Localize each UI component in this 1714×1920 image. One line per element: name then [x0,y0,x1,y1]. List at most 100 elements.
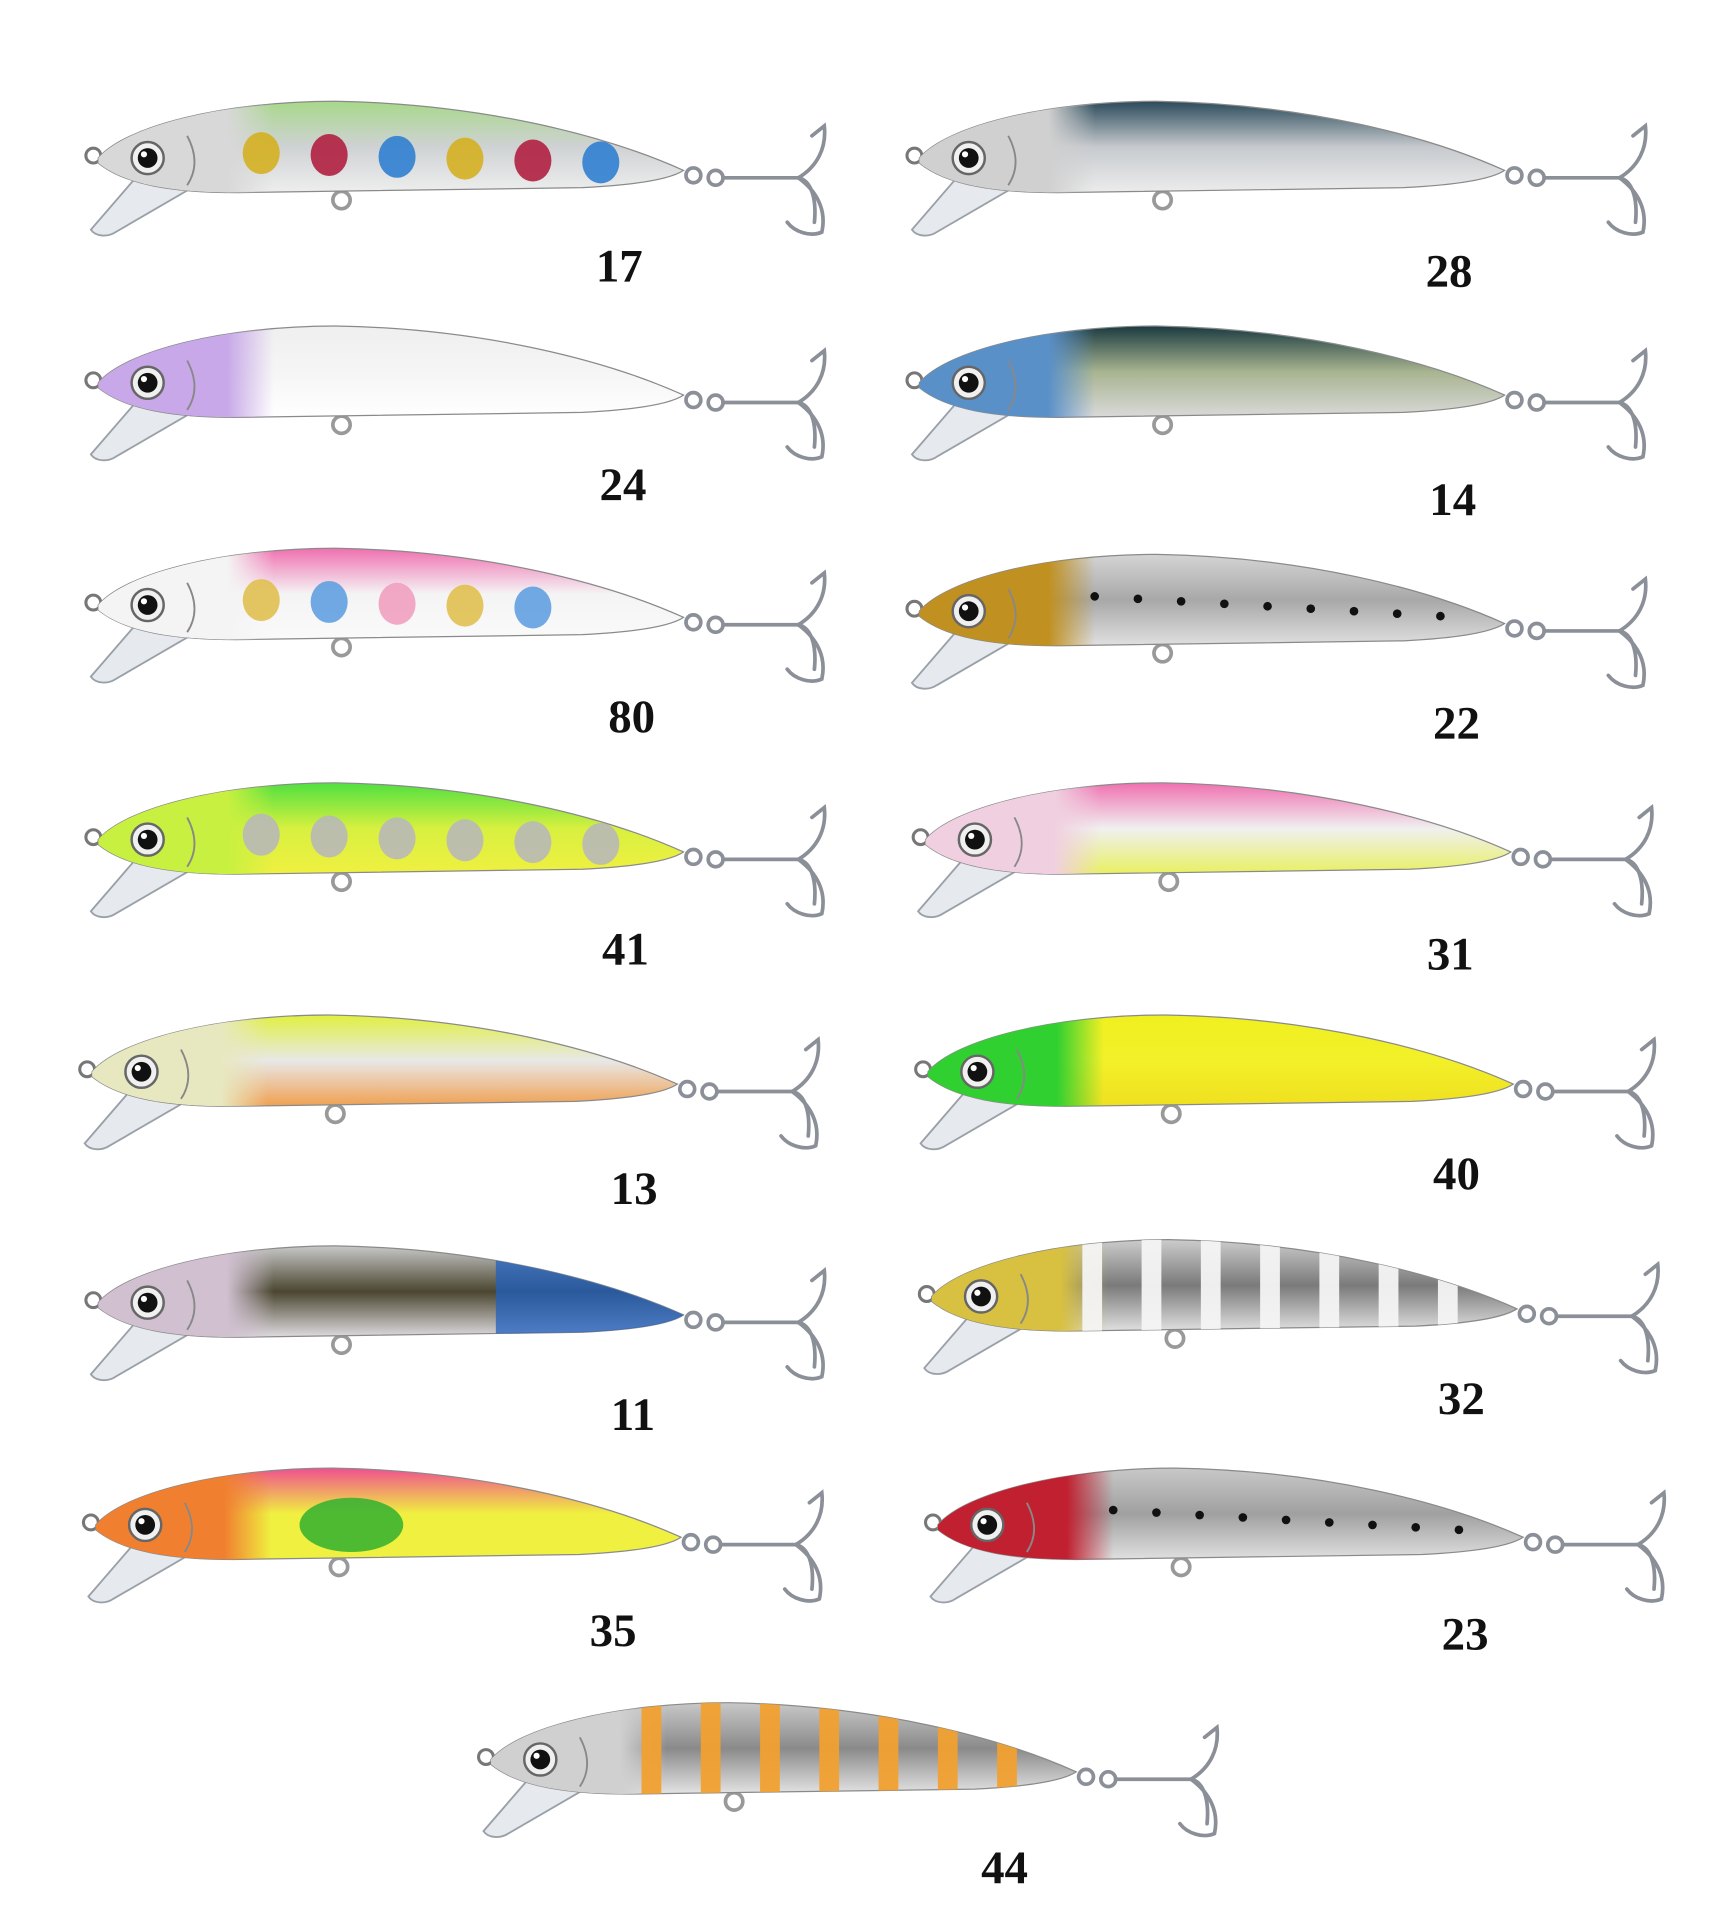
spot [310,133,348,176]
lure-44 [477,1702,1220,1838]
belly-hook-eye [331,871,352,893]
lure-number-label: 80 [608,691,655,743]
lure-number-label: 11 [611,1389,655,1441]
spot [446,819,484,862]
lip [919,1088,1025,1151]
belly-hook-eye [331,1334,352,1356]
lure-14 [905,325,1648,462]
dot [1306,604,1316,614]
spot [514,821,552,864]
lure-22 [905,553,1648,690]
spot [446,584,484,627]
spot [378,582,416,625]
spot [310,580,348,623]
lure-41 [84,782,827,919]
lure-number-label: 28 [1426,245,1473,297]
stripe [1378,1239,1399,1332]
belly-hook-eye [331,636,352,658]
stripe [1319,1239,1340,1332]
treble-hook-icon [684,803,827,918]
belly-hook-eye [331,189,352,211]
spot [378,135,416,178]
dot [1220,599,1229,609]
belly-hook-eye [1152,189,1174,211]
dot [1090,592,1100,601]
stripe [641,1702,662,1795]
lip [929,1541,1035,1604]
stripe [700,1702,721,1795]
lip [910,399,1016,462]
stripe [878,1702,899,1795]
dot [1133,594,1143,604]
lure-number-label: 40 [1433,1148,1480,1200]
treble-hook-icon [1511,803,1654,918]
lure-number-label: 31 [1427,928,1474,980]
dot [1436,611,1445,621]
lure-32 [917,1239,1660,1375]
lure-11 [84,1245,827,1382]
lure-number-label: 44 [981,1842,1028,1894]
lip [83,1088,189,1151]
lip [916,855,1022,919]
lure-number-label: 35 [590,1605,637,1657]
treble-hook-icon [1505,575,1648,690]
stripe [1437,1239,1458,1332]
lure-31 [911,782,1654,919]
lip [923,1312,1029,1375]
lip [87,1541,193,1604]
lure-number-label: 41 [602,923,649,975]
lip [910,627,1016,690]
lip [89,399,195,462]
treble-hook-icon [684,122,827,236]
lure-number-label: 24 [600,459,647,511]
lure-number-label: 13 [611,1163,658,1215]
lip [482,1775,588,1838]
treble-hook-icon [684,1266,827,1381]
spot [242,579,280,622]
lure-17 [84,100,827,237]
spot [582,822,620,865]
stripe [819,1702,840,1795]
dot [1411,1523,1421,1532]
dot [1349,606,1359,616]
spot [446,137,484,180]
dot [1108,1505,1118,1515]
lip [89,621,195,684]
dot [1454,1525,1464,1535]
lip [89,174,195,237]
dot [1368,1520,1377,1530]
lip [89,1318,195,1382]
stripe [997,1702,1017,1795]
dot [1392,609,1402,618]
lure-number-label: 14 [1429,474,1476,526]
treble-hook-icon [684,569,827,683]
lure-24 [84,325,827,462]
stripe [760,1702,780,1795]
lip [89,855,195,919]
treble-hook-icon [1076,1723,1220,1838]
dot [1324,1518,1334,1527]
green-blob [299,1497,404,1553]
lip [910,174,1016,237]
belly-hook-eye [331,414,352,436]
spot [242,813,280,856]
belly-hook-eye [1158,871,1180,893]
treble-hook-icon [684,347,827,461]
treble-hook-icon [1517,1260,1660,1375]
lure-35 [81,1467,825,1604]
dot [1238,1513,1248,1522]
treble-hook-icon [681,1489,825,1603]
lure-number-label: 22 [1433,697,1480,749]
spot [242,132,280,175]
lure-13 [78,1014,821,1151]
treble-hook-icon [1505,122,1648,236]
belly-hook-eye [328,1556,350,1578]
stripe [1260,1239,1280,1332]
dot [1152,1508,1161,1517]
stripe [1200,1239,1221,1332]
belly-hook-eye [1164,1327,1186,1349]
dot [1195,1510,1204,1520]
stripe [1141,1239,1162,1332]
lure-40 [914,1014,1657,1151]
belly-hook-eye [723,1790,745,1812]
